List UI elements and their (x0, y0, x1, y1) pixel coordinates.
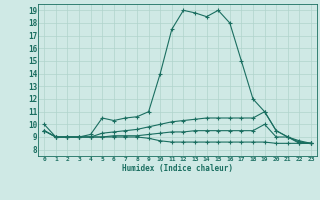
X-axis label: Humidex (Indice chaleur): Humidex (Indice chaleur) (122, 164, 233, 173)
